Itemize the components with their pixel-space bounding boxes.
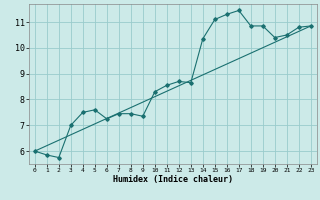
X-axis label: Humidex (Indice chaleur): Humidex (Indice chaleur): [113, 175, 233, 184]
